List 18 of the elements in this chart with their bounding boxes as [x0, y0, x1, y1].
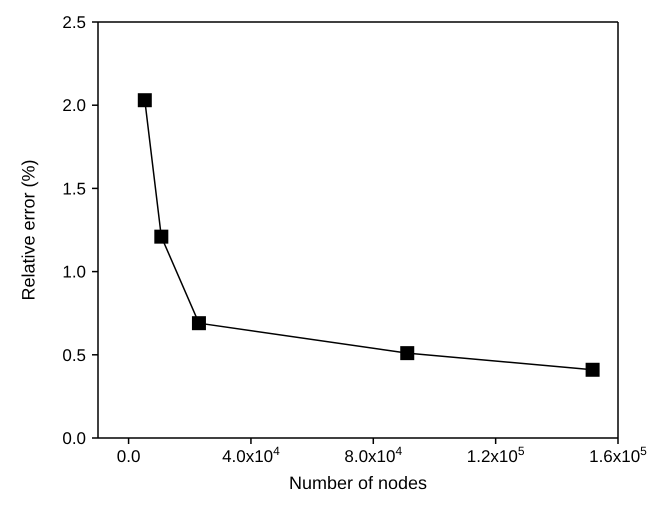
x-axis-title: Number of nodes: [288, 472, 428, 493]
y-tick-label: 0.5: [62, 346, 86, 365]
y-tick-label: 1.0: [62, 262, 86, 282]
x-tick-label: 4.0x10$^{4}$: [222, 444, 280, 466]
y-axis-title: Relative error (%): [18, 159, 38, 301]
point: [400, 346, 414, 360]
y-tick-label: 2.0: [62, 96, 86, 116]
y-tick-label: 1.5: [62, 179, 86, 198]
point: [192, 316, 206, 330]
y-tick-label: 2.5: [62, 13, 86, 32]
x-tick-label: 0.0: [116, 447, 140, 466]
x-tick-label: 8.0x10$^{4}$: [344, 444, 402, 466]
x-tick-label: 1.6x10$^{5}$: [589, 444, 648, 466]
y-tick-label: 0.0: [62, 429, 86, 448]
x-tick-label: 1.2x10$^{5}$: [466, 444, 525, 466]
point: [154, 230, 168, 244]
point: [138, 93, 152, 108]
point: [586, 362, 600, 377]
